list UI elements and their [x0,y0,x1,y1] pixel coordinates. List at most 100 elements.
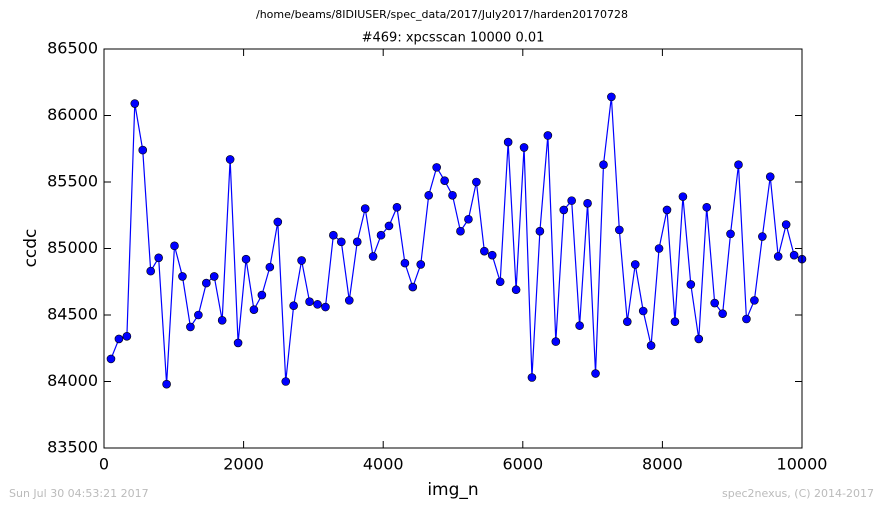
suptitle: /home/beams/8IDIUSER/spec_data/2017/July… [256,8,628,21]
y-tick-label: 86000 [47,105,98,124]
data-point [122,331,132,341]
data-point [583,198,592,208]
data-point [297,256,306,265]
data-point [273,217,283,227]
footer-date: Sun Jul 30 04:53:21 2017 [9,487,149,500]
data-point [209,272,219,281]
data-point [781,220,791,229]
data-point [487,250,497,260]
data-point [408,282,418,292]
data-point [678,192,688,201]
data-point [448,191,457,200]
data-point [352,237,362,247]
data-point [456,226,465,236]
data-point [543,131,553,140]
data-point [773,252,783,261]
data-point [440,176,449,185]
data-point [289,301,298,310]
data-point [472,177,481,187]
data-point [249,305,259,314]
data-point [392,202,402,212]
data-point [789,250,799,260]
data-point [750,296,759,305]
data-point [344,296,354,305]
data-point [170,241,179,251]
data-point [400,258,410,268]
chart-title: #469: xpcsscan 10000 0.01 [362,31,545,46]
data-point [765,172,775,181]
data-point [138,145,148,155]
data-point [241,254,251,264]
y-tick-label: 85500 [47,172,98,191]
data-point [742,314,751,324]
data-point [130,99,140,108]
data-point [178,272,187,281]
data-point [519,143,529,152]
data-point [646,341,656,350]
data-point [551,337,561,346]
data-point [281,377,291,386]
data-point [432,163,441,172]
data-point [202,278,211,288]
data-point [424,191,434,200]
data-point [257,290,267,300]
data-point [313,300,322,309]
data-point [662,205,672,215]
plot-frame [103,48,803,449]
data-point [503,137,513,147]
y-tick-label: 86500 [47,39,98,58]
x-tick-label: 2000 [223,455,264,474]
data-point [718,309,727,318]
data-point [416,260,426,269]
y-tick-label: 83500 [47,438,98,457]
data-point [734,160,743,170]
data-point [686,280,696,289]
data-point [305,297,314,307]
data-point [702,202,712,212]
data-point [265,262,275,272]
data-line [110,96,803,385]
x-tick-label: 10000 [777,455,828,474]
data-point [186,322,195,332]
y-axis-label: ccdc [21,229,41,268]
data-point [233,338,243,348]
data-point [114,334,124,344]
data-point [535,226,545,236]
data-point [559,205,569,215]
data-point [495,277,505,287]
data-point [638,306,648,316]
x-tick-label: 6000 [502,455,543,474]
x-tick-label: 8000 [642,455,683,474]
data-point [368,252,378,261]
data-point [321,302,330,312]
data-point [464,214,473,224]
data-point [622,317,632,326]
x-axis-label: img_n [427,480,478,500]
data-point [511,285,521,295]
data-point [726,229,735,239]
y-tick-label: 84000 [47,371,98,390]
data-point [225,155,235,164]
data-point [106,354,116,364]
data-point [710,298,719,308]
data-point [337,237,346,247]
data-point [575,321,584,330]
data-point [527,373,537,382]
data-point [217,316,227,325]
data-point [384,221,394,231]
data-point [607,92,616,102]
x-tick-label: 4000 [363,455,404,474]
data-point [480,246,489,256]
data-point [154,253,163,263]
data-point [360,204,370,213]
data-point [758,232,767,241]
data-point [162,379,171,389]
footer-credit: spec2nexus, (C) 2014-2017 [722,487,874,500]
data-point [654,244,664,253]
data-point [599,160,608,170]
y-tick-label: 84500 [47,305,98,324]
data-point [670,317,680,326]
data-point [329,230,338,240]
